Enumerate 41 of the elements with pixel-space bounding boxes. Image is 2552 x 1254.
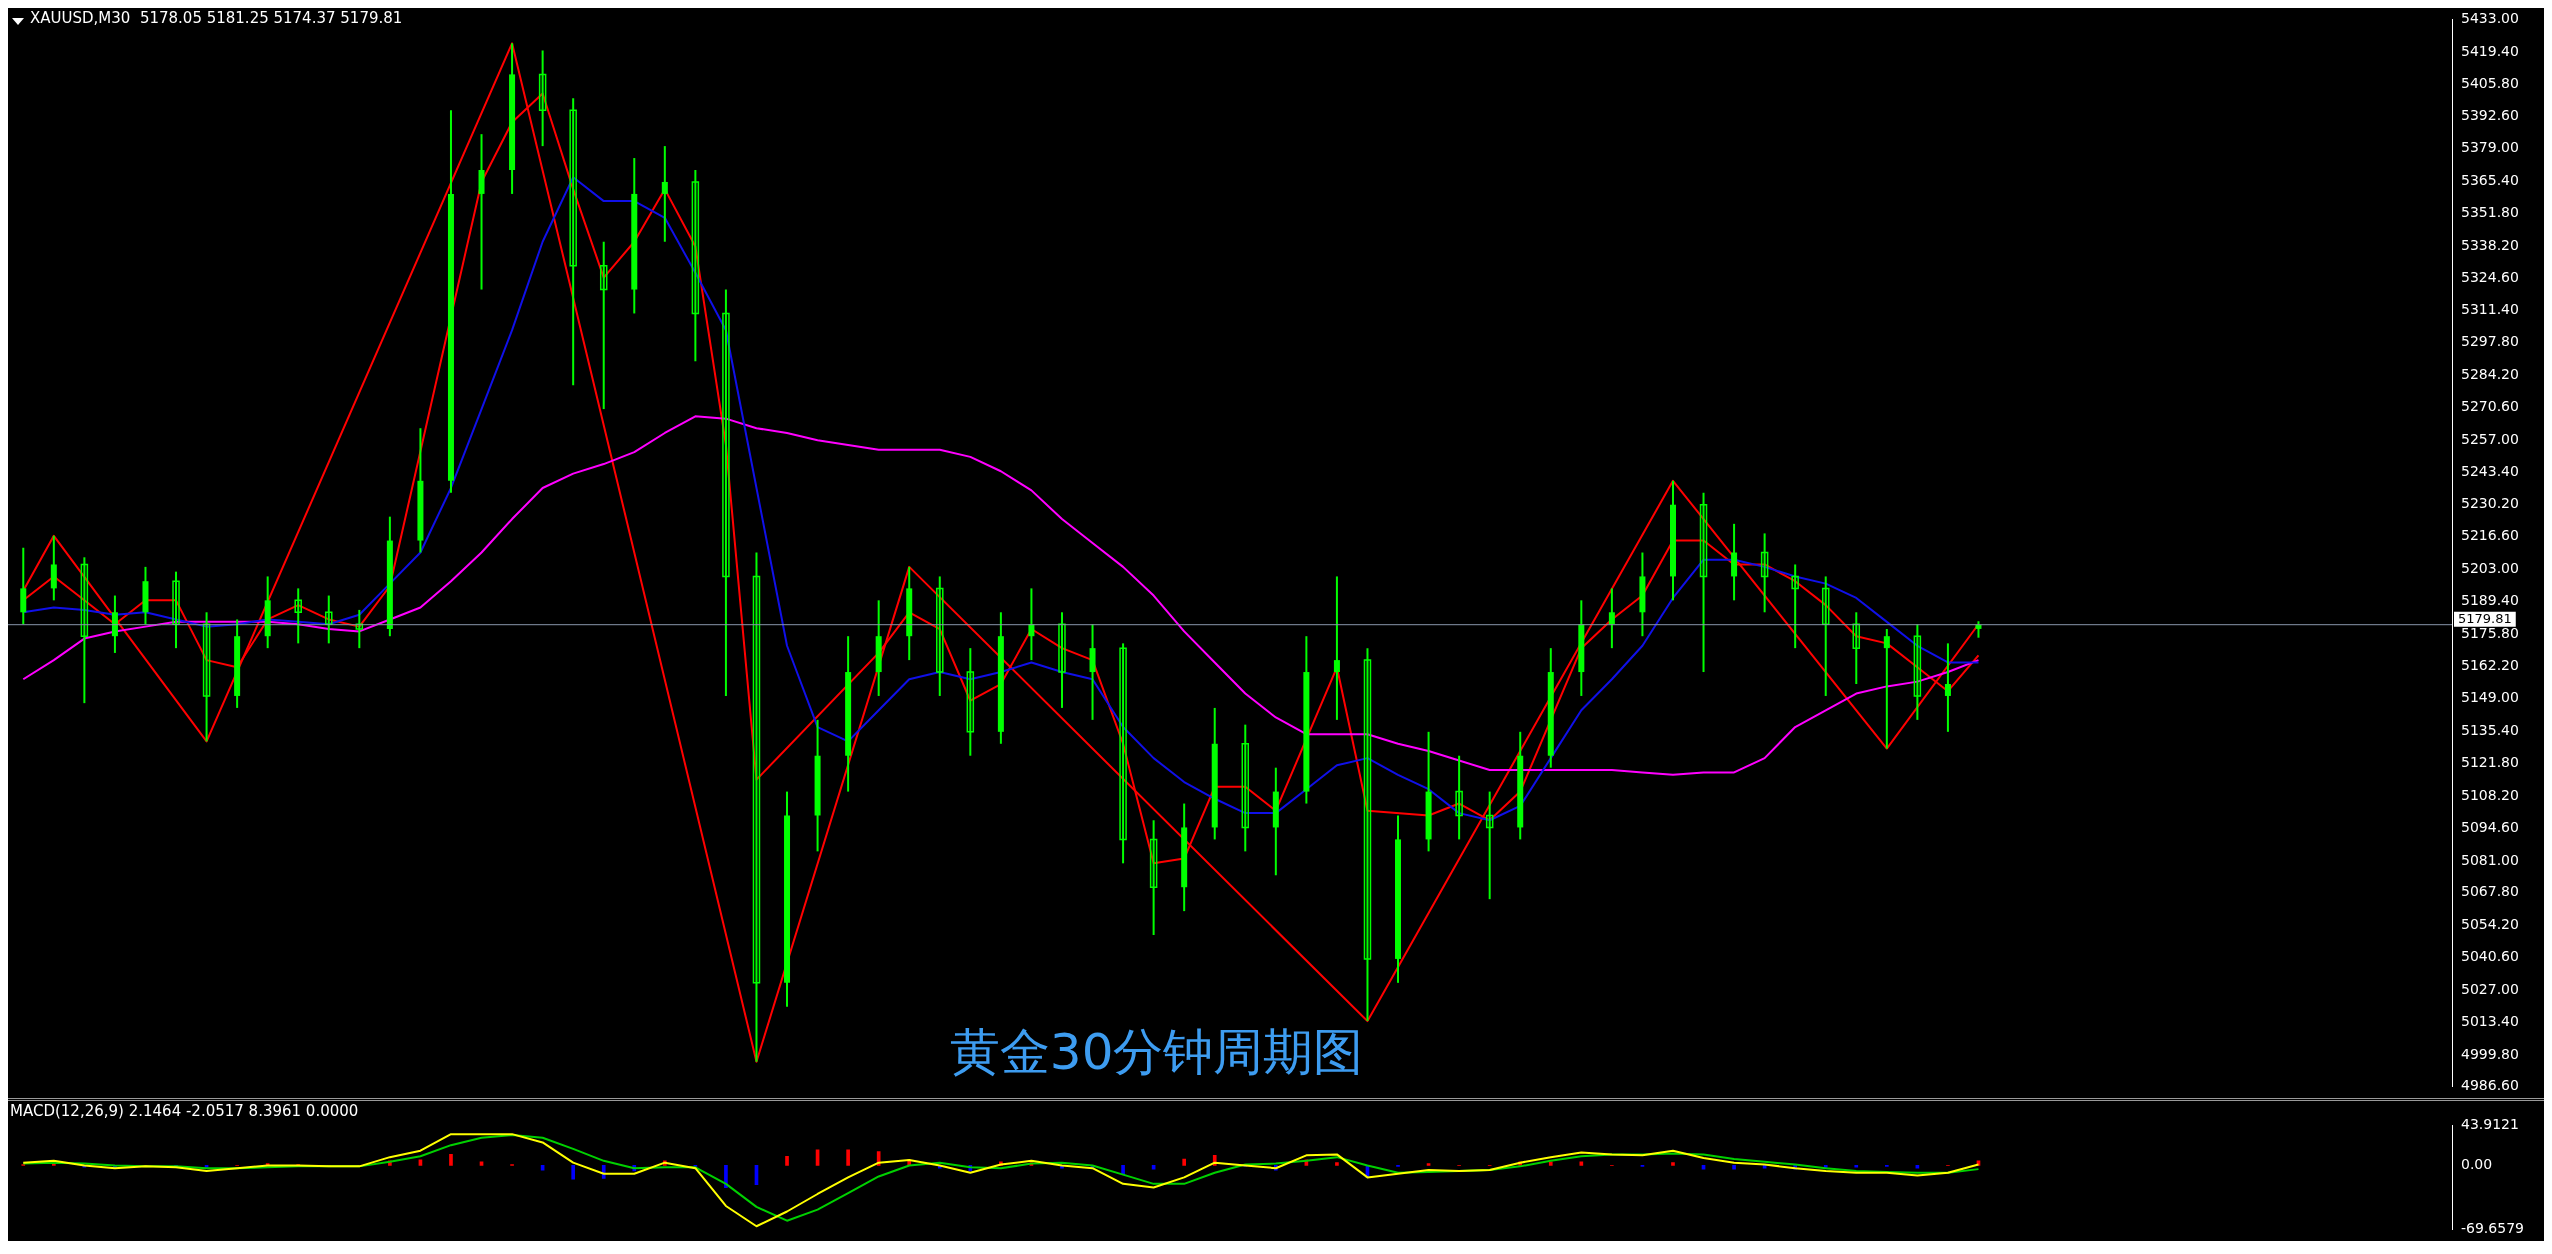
y-tick-label: 43.9121 xyxy=(2461,1115,2519,1132)
y-tick-label: 5270.60 xyxy=(2461,398,2519,415)
y-tick-label: 5243.40 xyxy=(2461,463,2519,480)
y-tick-label: 5162.20 xyxy=(2461,657,2519,674)
y-tick-label: 5311.40 xyxy=(2461,300,2519,317)
y-tick-label: 5175.80 xyxy=(2461,624,2519,641)
y-tick-label: 5284.20 xyxy=(2461,365,2519,382)
ref-line-label: 5179.81 xyxy=(2458,610,2512,626)
y-tick-label: 5216.60 xyxy=(2461,527,2519,544)
y-tick-label: 5149.00 xyxy=(2461,688,2519,705)
y-tick-label: 5108.20 xyxy=(2461,786,2519,803)
y-tick-label: 5392.60 xyxy=(2461,106,2519,123)
y-tick-label: 5338.20 xyxy=(2461,236,2519,253)
y-tick-label: 5257.00 xyxy=(2461,430,2519,447)
y-tick-label: 5081.00 xyxy=(2461,851,2519,868)
y-tick-label: 5365.40 xyxy=(2461,171,2519,188)
y-tick-label: 5054.20 xyxy=(2461,915,2519,932)
y-tick-label: 5027.00 xyxy=(2461,980,2519,997)
y-tick-label: 5230.20 xyxy=(2461,494,2519,511)
y-tick-label: -69.6579 xyxy=(2461,1220,2524,1237)
annotation: 黄金30分钟周期图 xyxy=(949,1022,1364,1081)
y-tick-label: 5324.60 xyxy=(2461,269,2519,286)
y-tick-label: 5094.60 xyxy=(2461,819,2519,836)
y-tick-label: 5013.40 xyxy=(2461,1013,2519,1030)
y-tick-label: 5067.80 xyxy=(2461,883,2519,900)
y-tick-label: 4999.80 xyxy=(2461,1045,2519,1062)
chart-title: XAUUSD,M30 5178.05 5181.25 5174.37 5179.81 xyxy=(30,9,403,28)
y-tick-label: 5040.60 xyxy=(2461,948,2519,965)
y-tick-label: 5121.80 xyxy=(2461,754,2519,771)
y-tick-label: 0.00 xyxy=(2461,1156,2493,1173)
y-tick-label: 5297.80 xyxy=(2461,333,2519,350)
y-tick-label: 5203.00 xyxy=(2461,559,2519,576)
y-tick-label: 5189.40 xyxy=(2461,592,2519,609)
y-tick-label: 5419.40 xyxy=(2461,42,2519,59)
y-tick-label: 5405.80 xyxy=(2461,75,2519,92)
y-tick-label: 5135.40 xyxy=(2461,721,2519,738)
y-tick-label: 5351.80 xyxy=(2461,204,2519,221)
y-tick-label: 4986.60 xyxy=(2461,1077,2519,1094)
chart-title: MACD(12,26,9) 2.1464 -2.0517 8.3961 0.0000 xyxy=(10,1102,359,1121)
y-tick-label: 5433.00 xyxy=(2461,10,2519,27)
y-tick-label: 5379.00 xyxy=(2461,139,2519,156)
